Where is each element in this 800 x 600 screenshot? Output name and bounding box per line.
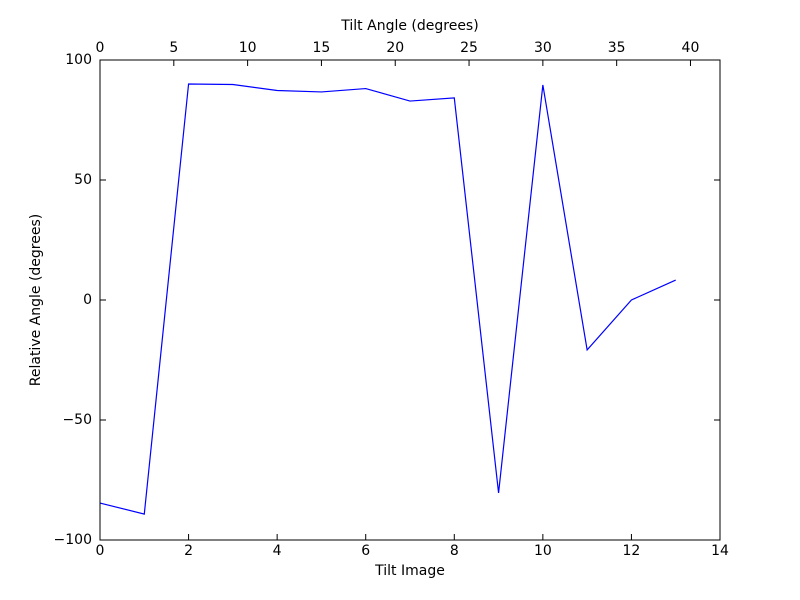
y-tick-label: 0 [83,292,92,308]
x2-tick-label: 10 [239,40,257,56]
x-tick-label: 0 [96,543,105,559]
x2-axis-label: Tilt Angle (degrees) [340,18,478,34]
y-tick-label: 100 [65,52,92,68]
x2-tick-label: 30 [534,40,552,56]
x2-tick-label: 0 [96,40,105,56]
line-series [99,83,676,515]
x-tick-label: 14 [711,543,729,559]
y-tick-label: 50 [74,172,92,188]
x-tick-label: 6 [361,543,370,559]
x2-tick-label: 25 [460,40,478,56]
x-tick-label: 8 [450,543,459,559]
x2-tick-label: 40 [682,40,700,56]
x2-tick-label: 15 [313,40,331,56]
x-tick-label: 12 [623,543,641,559]
x2-tick-label: 20 [386,40,404,56]
y-tick-label: −100 [54,532,92,548]
x-tick-label: 4 [273,543,282,559]
y-tick-label: −50 [62,412,92,428]
x-axis-label: Tilt Image [374,563,445,579]
y-axis-label: Relative Angle (degrees) [28,214,44,386]
x-tick-label: 2 [184,543,193,559]
x-tick-label: 10 [534,543,552,559]
plot-frame [99,59,721,541]
x2-tick-label: 5 [169,40,178,56]
x2-tick-label: 35 [608,40,626,56]
